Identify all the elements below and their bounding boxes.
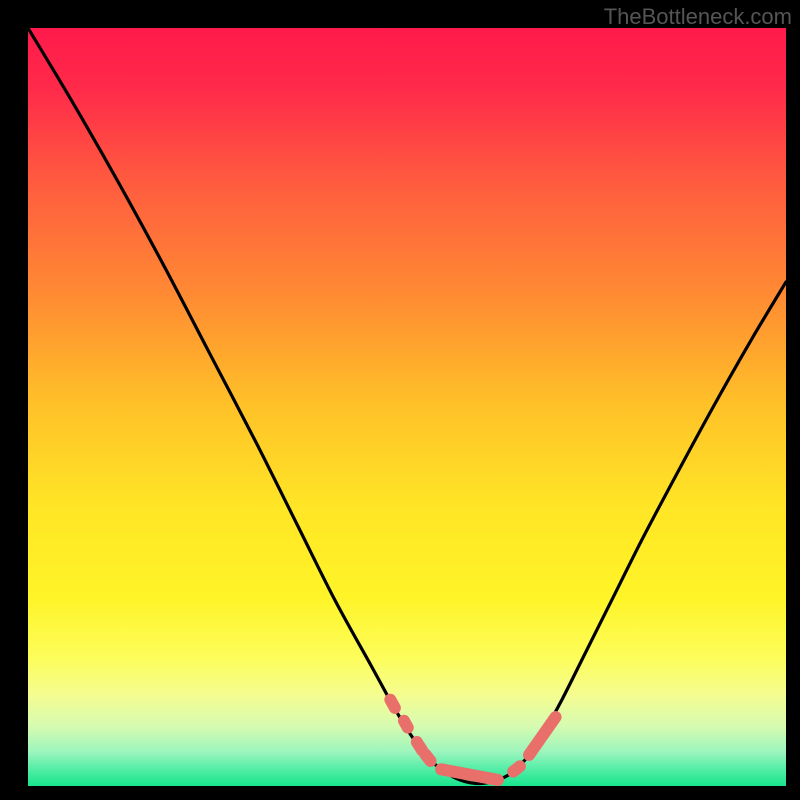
chart-stage: TheBottleneck.com [0,0,800,800]
watermark-text: TheBottleneck.com [604,4,792,30]
plot-area [28,28,786,786]
gradient-background [28,28,786,786]
